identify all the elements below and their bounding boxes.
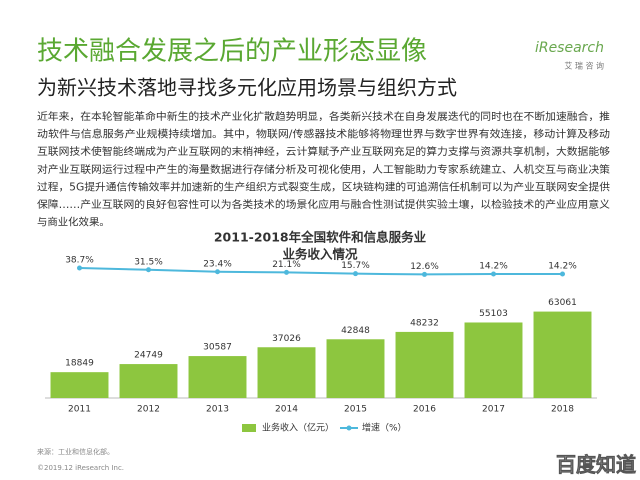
body-line: 对产业互联网运行过程中产生的海量数据进行存储分析及可视化使用，人工智能助力专家系…	[37, 163, 611, 176]
watermark: 百度知道	[556, 453, 636, 477]
bar	[188, 356, 247, 398]
line-marker	[560, 271, 565, 277]
bar	[326, 339, 385, 398]
bar	[395, 331, 454, 398]
x-tick-label: 2014	[275, 405, 298, 415]
line-marker	[77, 265, 82, 271]
bar	[533, 311, 592, 398]
line-label: 14.2%	[548, 262, 577, 272]
line-label: 31.5%	[134, 257, 163, 267]
body-line: 互联网技术使智能终端成为产业互联网的末梢神经，云计算赋予产业互联网充足的算力支撑…	[37, 145, 611, 158]
line-marker	[215, 269, 220, 275]
line-label: 15.7%	[341, 261, 370, 271]
logo-sub: 艾 瑞 咨 询	[564, 61, 604, 71]
bar	[257, 347, 316, 398]
bar-label: 48232	[410, 318, 439, 328]
x-tick-label: 2013	[206, 405, 229, 415]
body-line: 过程，5G提升通信传输效率并加速新的生产组织方式裂变生成，区块链构建的可追溯信任…	[37, 180, 610, 193]
line-label: 21.1%	[272, 260, 301, 270]
line-marker	[146, 267, 151, 273]
legend-label: 业务收入（亿元）	[262, 422, 334, 434]
line-marker	[491, 271, 496, 277]
body-text: 近年来，在本轮智能革命中新生的技术产业化扩散趋势明显，各类新兴技术在自身发展迭代…	[37, 110, 611, 229]
x-tick-label: 2016	[413, 405, 436, 415]
line	[79, 267, 563, 276]
copyright: ©2019.12 iResearch Inc.	[37, 464, 124, 472]
bar	[119, 364, 178, 398]
body-line: 保障……产业互联网的良好包容性可以为各类技术的场景化应用与融合性测试提供实验土壤…	[37, 198, 610, 211]
line-marker	[284, 269, 289, 275]
bar-label: 63061	[548, 298, 577, 308]
slide-subtitle: 为新兴技术落地寻找多元化应用场景与组织方式	[37, 76, 457, 100]
bar-label: 42848	[341, 326, 370, 336]
x-tick-label: 2011	[68, 405, 91, 415]
chart-title: 2011-2018年全国软件和信息服务业	[214, 230, 427, 245]
line-label: 38.7%	[65, 256, 94, 266]
body-line: 动软件与信息服务产业规模持续增加。其中，物联网/传感器技术能够将物理世界与数字世…	[37, 128, 610, 141]
bar-label: 24749	[134, 351, 163, 361]
legend-swatch	[242, 424, 256, 432]
legend-label: 增速（%）	[362, 422, 407, 434]
line-marker	[422, 271, 427, 277]
bar	[50, 372, 109, 398]
x-tick-label: 2012	[137, 405, 160, 415]
body-line: 近年来，在本轮智能革命中新生的技术产业化扩散趋势明显，各类新兴技术在自身发展迭代…	[37, 110, 610, 123]
x-tick-label: 2018	[551, 405, 574, 415]
chart: 18849 24749 30587 37026 42848 48232 55103 63061…	[45, 256, 597, 434]
x-tick-label: 2015	[344, 405, 367, 415]
legend-swatch	[346, 425, 352, 431]
bar-label: 55103	[479, 309, 508, 319]
slide-title: 技术融合发展之后的产业形态显像	[37, 37, 427, 67]
bar	[464, 322, 523, 398]
logo: iResearch	[535, 40, 604, 56]
line-label: 12.6%	[410, 262, 439, 272]
body-line: 与商业化效果。	[37, 216, 110, 229]
bar-label: 30587	[203, 343, 232, 353]
bar-label: 37026	[272, 334, 301, 344]
x-tick-label: 2017	[482, 405, 505, 415]
line-label: 14.2%	[479, 262, 508, 272]
chart-subtitle: 业务收入情况	[282, 247, 358, 262]
line-marker	[353, 271, 358, 277]
line-label: 23.4%	[203, 259, 232, 269]
source: 来源：工业和信息化部。	[37, 447, 114, 456]
bar-label: 18849	[65, 359, 94, 369]
